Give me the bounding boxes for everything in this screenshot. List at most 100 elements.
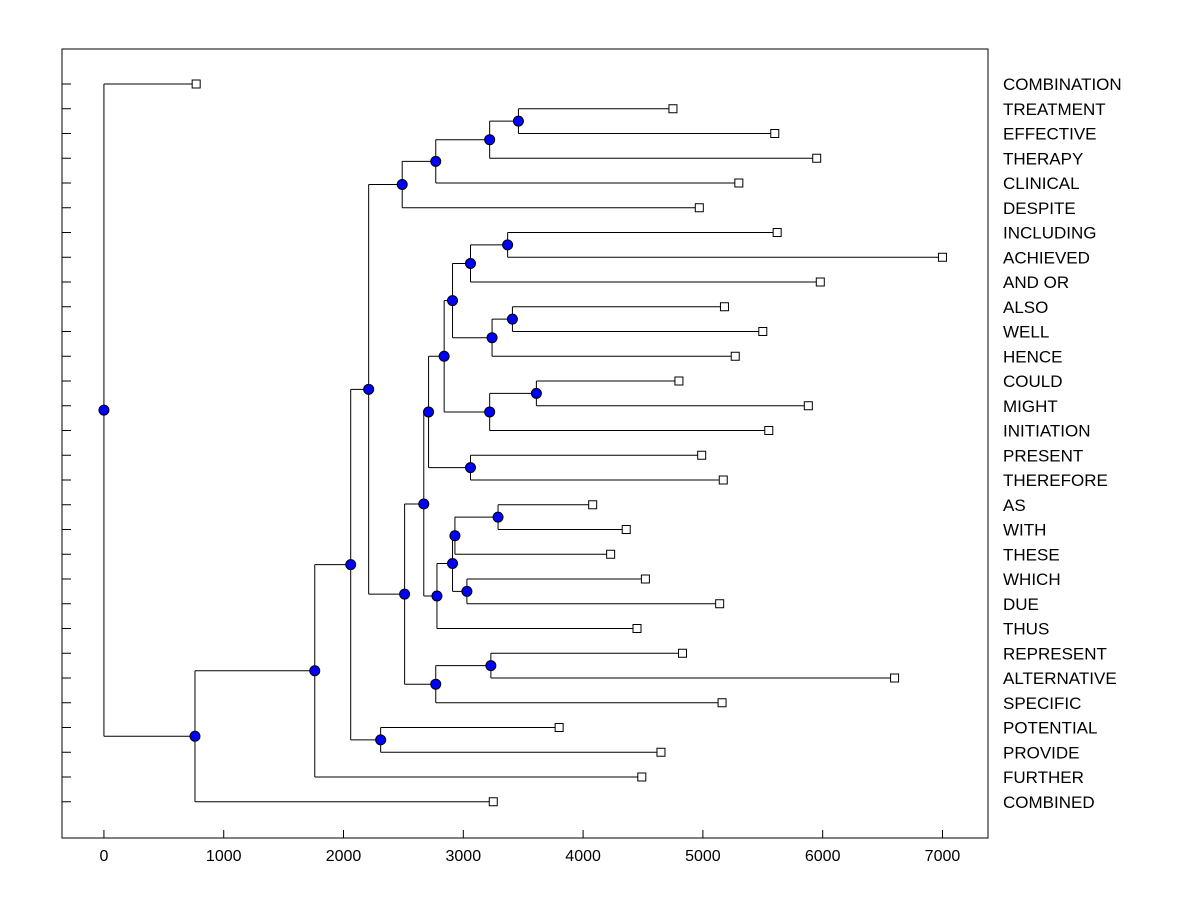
leaf-marker: [890, 673, 900, 683]
leaf-label: INCLUDING: [1003, 224, 1097, 243]
leaf-label: THESE: [1003, 545, 1060, 564]
leaf-label: THERAPY: [1003, 149, 1083, 168]
merge-node: [309, 665, 321, 677]
merge-node: [418, 498, 430, 510]
leaf-label: COMBINATION: [1003, 75, 1122, 94]
merge-node: [530, 387, 542, 399]
leaf-label: DUE: [1003, 595, 1039, 614]
leaf-marker: [678, 648, 688, 658]
leaf-marker: [488, 797, 498, 807]
leaf-label: EFFECTIVE: [1003, 125, 1097, 144]
merge-node: [189, 730, 201, 742]
leaf-marker: [606, 549, 616, 559]
x-tick-label: 1000: [206, 848, 242, 865]
merge-node: [512, 115, 524, 127]
leaf-marker: [640, 574, 650, 584]
leaf-marker: [717, 698, 727, 708]
merge-node: [447, 558, 459, 570]
leaf-marker: [764, 426, 774, 435]
leaf-marker: [730, 351, 740, 361]
leaf-marker: [715, 599, 725, 609]
merge-node: [461, 585, 473, 597]
leaf-label: THEREFORE: [1003, 471, 1108, 490]
merge-node: [492, 511, 504, 523]
leaf-marker: [734, 178, 744, 188]
merge-node: [484, 406, 496, 418]
leaf-marker: [812, 153, 822, 163]
leaf-label: ALTERNATIVE: [1003, 669, 1117, 688]
x-tick-label: 0: [99, 848, 108, 865]
leaf-label: THUS: [1003, 620, 1049, 639]
leaf-label: COMBINED: [1003, 793, 1095, 812]
merge-node: [506, 313, 518, 325]
leaf-label: HENCE: [1003, 347, 1063, 366]
leaf-marker: [803, 401, 813, 411]
leaf-label: PRESENT: [1003, 446, 1083, 465]
leaf-marker: [674, 376, 684, 386]
leaf-label: ALSO: [1003, 298, 1048, 317]
merge-node: [485, 660, 497, 672]
leaf-markers: [191, 79, 947, 807]
merge-node: [345, 559, 357, 571]
leaf-label: WHICH: [1003, 570, 1061, 589]
merge-node: [430, 678, 442, 690]
merge-node: [447, 295, 459, 307]
x-tick-label: 5000: [685, 848, 721, 865]
dendrogram-links: [103, 83, 943, 803]
leaf-marker: [632, 624, 642, 633]
merge-node: [98, 404, 110, 416]
x-tick-label: 2000: [326, 848, 362, 865]
plot-frame: [61, 48, 989, 839]
merge-node: [396, 179, 408, 191]
leaf-marker: [588, 500, 598, 510]
leaf-marker: [758, 327, 768, 336]
leaf-marker: [191, 79, 201, 89]
leaf-label: MIGHT: [1003, 397, 1058, 416]
leaf-labels: COMBINATION TREATMENT EFFECTIVE THERAPY CLIN…: [1003, 75, 1122, 812]
leaf-label: COULD: [1003, 372, 1063, 391]
leaf-label: AND OR: [1003, 273, 1069, 292]
x-tick-label: 3000: [446, 848, 482, 865]
leaf-marker: [770, 129, 780, 138]
leaf-label: REPRESENT: [1003, 644, 1107, 663]
x-tick-label: 4000: [565, 848, 601, 865]
leaf-label: FURTHER: [1003, 768, 1084, 787]
leaf-marker: [621, 525, 631, 534]
merge-node: [449, 530, 461, 542]
leaf-marker: [554, 723, 564, 732]
merge-node: [363, 383, 375, 395]
merge-node: [484, 134, 496, 146]
x-tick-label: 6000: [805, 848, 841, 865]
leaf-label: DESPITE: [1003, 199, 1076, 218]
leaf-marker: [668, 104, 678, 114]
leaf-marker: [718, 475, 728, 485]
leaf-label: PROVIDE: [1003, 743, 1080, 762]
merge-node: [375, 734, 387, 746]
leaf-tick-marks: [62, 83, 71, 803]
merge-node: [438, 350, 450, 362]
merge-node: [423, 406, 435, 418]
leaf-label: CLINICAL: [1003, 174, 1080, 193]
leaf-marker: [697, 450, 707, 460]
leaf-marker: [637, 772, 647, 782]
merge-node: [502, 239, 514, 251]
merge-node-markers: [98, 115, 542, 746]
leaf-label: WELL: [1003, 323, 1049, 342]
merge-node: [486, 332, 498, 344]
leaf-label: POTENTIAL: [1003, 719, 1097, 738]
merge-node: [431, 590, 443, 602]
merge-node: [430, 155, 442, 167]
leaf-marker: [772, 228, 782, 237]
leaf-label: AS: [1003, 496, 1026, 515]
leaf-marker: [937, 252, 947, 262]
leaf-marker: [719, 302, 729, 312]
x-tick-label: 7000: [925, 848, 961, 865]
leaf-label: ACHIEVED: [1003, 248, 1090, 267]
merge-node: [464, 257, 476, 269]
merge-node: [399, 588, 411, 600]
leaf-label: SPECIFIC: [1003, 694, 1081, 713]
leaf-marker: [656, 747, 666, 757]
leaf-label: INITIATION: [1003, 422, 1091, 441]
leaf-marker: [815, 277, 825, 287]
